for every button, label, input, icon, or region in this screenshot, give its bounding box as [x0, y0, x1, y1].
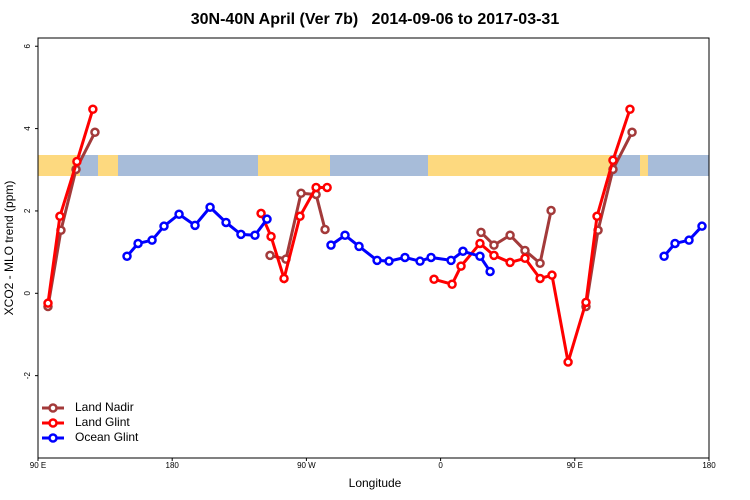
legend-label: Land Nadir	[75, 400, 134, 414]
point	[489, 250, 499, 261]
point	[205, 202, 215, 212]
x-tick-label: 0	[438, 461, 443, 470]
point	[684, 235, 694, 245]
point	[190, 220, 200, 231]
x-tick-label: 90 E	[30, 461, 46, 470]
land	[98, 155, 118, 176]
point	[266, 231, 276, 242]
point	[458, 246, 468, 257]
point	[400, 252, 410, 263]
point	[384, 256, 394, 266]
x-axis-label: Longitude	[349, 476, 402, 490]
point	[295, 211, 305, 222]
point	[426, 252, 436, 263]
point	[320, 224, 330, 235]
point	[90, 127, 100, 138]
point	[625, 104, 635, 114]
series-line	[125, 205, 704, 273]
x-tick-label: 180	[702, 461, 716, 470]
point	[505, 230, 515, 240]
point	[256, 208, 266, 219]
point	[296, 188, 306, 198]
point	[354, 241, 364, 252]
point	[372, 255, 382, 266]
point	[659, 251, 669, 261]
point	[174, 209, 184, 219]
legend-label: Land Glint	[75, 415, 130, 429]
point	[340, 230, 350, 240]
point	[159, 221, 169, 231]
land	[428, 155, 610, 176]
y-tick-label: 0	[23, 291, 32, 296]
legend-label: Ocean Glint	[75, 430, 139, 444]
point	[446, 255, 456, 266]
point	[581, 297, 591, 308]
point	[627, 127, 637, 138]
point	[520, 245, 530, 256]
point	[279, 273, 289, 284]
point	[133, 238, 143, 249]
point	[485, 266, 495, 277]
point	[429, 274, 439, 285]
point	[476, 227, 486, 238]
point	[265, 250, 275, 261]
y-tick-label: 2	[23, 208, 32, 213]
x-tick-label: 90 W	[297, 461, 316, 470]
y-tick-label: -2	[23, 372, 32, 380]
x-tick-label: 90 E	[567, 461, 583, 470]
point	[489, 240, 499, 250]
point	[563, 357, 573, 367]
y-tick-label: 4	[23, 126, 32, 131]
point	[72, 156, 82, 167]
point	[326, 240, 336, 250]
point	[456, 261, 466, 271]
point	[447, 279, 457, 289]
legend-marker	[48, 433, 58, 443]
map-band	[38, 155, 709, 176]
point	[43, 298, 53, 308]
point	[475, 238, 485, 249]
point	[670, 238, 680, 249]
point	[415, 256, 425, 266]
point	[262, 214, 272, 224]
point	[608, 155, 618, 166]
y-axis-label: XCO2 - MLO trend (ppm)	[2, 181, 16, 316]
point	[592, 211, 602, 222]
point	[535, 258, 545, 268]
point	[88, 104, 98, 114]
point	[122, 251, 132, 261]
land	[258, 155, 330, 176]
point	[475, 251, 485, 261]
series-line	[46, 108, 632, 363]
chart-title: 30N-40N April (Ver 7b) 2014-09-06 to 201…	[191, 11, 560, 28]
point	[236, 229, 246, 240]
point	[55, 211, 65, 222]
land	[640, 155, 648, 176]
point	[547, 270, 557, 280]
point	[520, 253, 530, 264]
legend-marker	[48, 418, 58, 428]
point	[322, 182, 332, 193]
legend-marker	[48, 403, 58, 413]
point	[697, 221, 707, 231]
y-tick-label: 6	[23, 43, 32, 48]
point	[505, 257, 515, 268]
land	[38, 155, 80, 176]
point	[311, 182, 321, 193]
point	[250, 230, 260, 240]
plot-frame	[37, 37, 710, 459]
point	[546, 205, 556, 216]
point	[221, 217, 231, 228]
point	[147, 235, 157, 245]
x-tick-label: 180	[166, 461, 180, 470]
point	[535, 273, 545, 284]
